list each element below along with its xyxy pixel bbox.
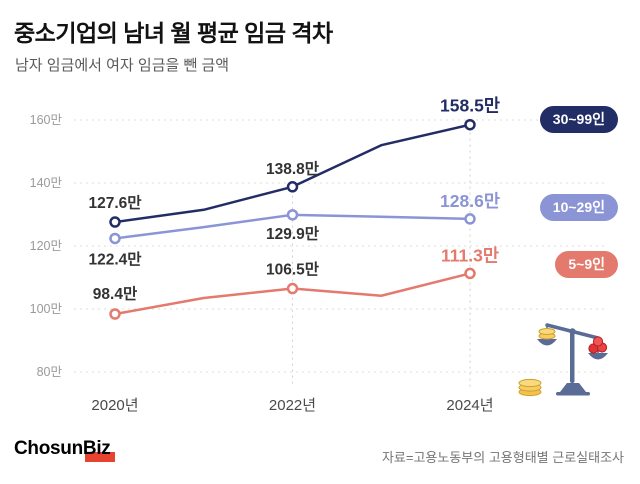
value-label: 138.8만 (266, 160, 320, 178)
y-axis-tick-label: 80만 (37, 365, 63, 379)
x-axis-tick-label: 2024년 (446, 397, 493, 414)
chosunbiz-logo-text: ChosunBiz (14, 438, 111, 459)
legend-badge-label: 30~99인 (552, 111, 605, 127)
data-point-marker (286, 181, 299, 193)
y-axis-tick-label: 100만 (30, 302, 63, 316)
legend-badge-10-29: 10~29인 (539, 194, 618, 221)
balance-scale-icon (518, 323, 608, 397)
gold-coins-icon (538, 328, 556, 340)
y-axis-tick-label: 160만 (30, 113, 63, 127)
data-point-marker (464, 118, 476, 131)
data-point-marker (109, 216, 121, 228)
y-axis-tick-label: 120만 (30, 239, 63, 253)
value-label: 128.6만 (440, 191, 500, 211)
y-axis-tick-label: 140만 (30, 176, 63, 190)
data-point-marker (464, 213, 476, 225)
value-label: 129.9만 (266, 225, 320, 243)
chosunbiz-logo: ChosunBiz (14, 438, 115, 462)
data-point-marker (286, 282, 299, 295)
value-label: 98.4만 (93, 285, 138, 303)
page-subtitle: 남자 임금에서 여자 임금을 뺀 금액 (15, 57, 230, 74)
value-label: 106.5만 (266, 261, 320, 279)
value-label: 127.6만 (88, 194, 142, 212)
wage-gap-line-chart: 160만 140만 120만 100만 80만 2020년 2022년 2024년 127.6만… (30, 96, 608, 414)
legend-badge-label: 5~9인 (568, 256, 605, 272)
x-axis-tick-label: 2022년 (269, 397, 316, 414)
value-label: 158.5만 (440, 96, 500, 116)
legend-badge-label: 10~29인 (552, 199, 605, 215)
page-title: 중소기업의 남녀 월 평균 임금 격차 (14, 20, 333, 46)
x-axis-tick-label: 2020년 (91, 397, 138, 414)
scale-body (537, 323, 608, 396)
data-point-marker (109, 232, 121, 245)
legend-badge-5-9: 5~9인 (555, 251, 618, 278)
coin-stack-icon (518, 378, 542, 397)
logo-red-block (84, 452, 115, 462)
source-note: 자료=고용노동부의 고용형태별 근로실태조사 (381, 450, 624, 465)
red-coins-icon (588, 336, 608, 354)
data-point-marker (109, 308, 121, 320)
data-point-marker (286, 209, 299, 221)
data-point-marker (464, 267, 476, 280)
value-label: 122.4만 (88, 250, 142, 268)
legend-badge-30-99: 30~99인 (539, 106, 618, 133)
value-label: 111.3만 (441, 245, 499, 265)
